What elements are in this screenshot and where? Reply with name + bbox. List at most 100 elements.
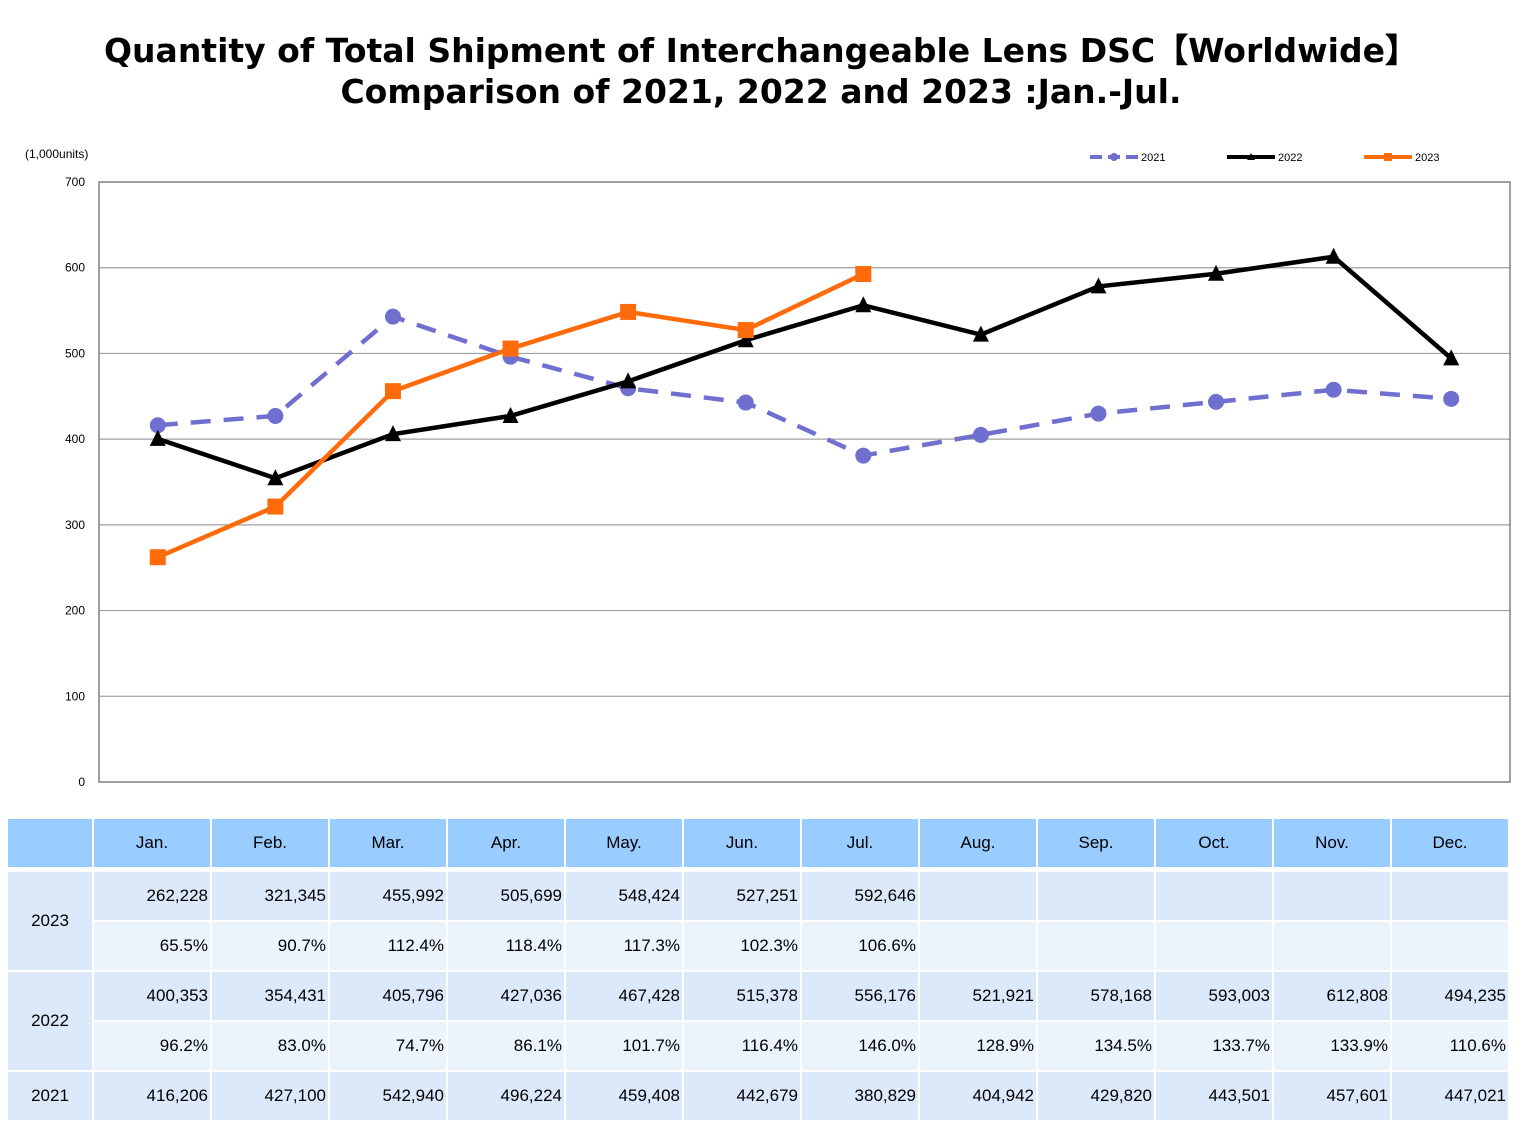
ratio-cell: 117.3% (566, 922, 682, 970)
ratio-cell: 146.0% (802, 1022, 918, 1070)
ratio-cell (1392, 922, 1508, 970)
ratio-cell: 102.3% (684, 922, 800, 970)
plot-area-frame (98, 181, 1511, 783)
y-tick-label: 300 (65, 518, 85, 532)
data-point-2021-dec (1443, 390, 1460, 407)
ratio-cell: 110.6% (1392, 1022, 1508, 1070)
y-tick-label: 500 (65, 346, 85, 360)
units-cell (1274, 872, 1390, 920)
data-point-2021-aug (972, 426, 989, 443)
month-header: Apr. (448, 819, 564, 867)
units-cell: 321,345 (212, 872, 328, 920)
year-label: 2021 (8, 1072, 92, 1120)
units-cell: 354,431 (212, 972, 328, 1020)
units-cell: 416,206 (94, 1072, 210, 1120)
data-point-2023-may (620, 303, 637, 320)
ratio-cell (1274, 922, 1390, 970)
units-cell: 262,228 (94, 872, 210, 920)
ratio-cell: 112.4% (330, 922, 446, 970)
units-cell: 496,224 (448, 1072, 564, 1120)
units-cell: 515,378 (684, 972, 800, 1020)
ratio-cell: 65.5% (94, 922, 210, 970)
units-cell: 521,921 (920, 972, 1036, 1020)
units-cell (920, 872, 1036, 920)
ratio-cell: 106.6% (802, 922, 918, 970)
month-header: Dec. (1392, 819, 1508, 867)
y-axis-ticks: 0 100 200 300 400 500 600 700 (65, 175, 85, 789)
ratio-cell (1156, 922, 1272, 970)
y-tick-label: 200 (65, 604, 85, 618)
month-header: Oct. (1156, 819, 1272, 867)
units-cell: 592,646 (802, 872, 918, 920)
series-line-2022 (157, 254, 1453, 481)
data-point-2022-nov (1325, 247, 1342, 264)
units-cell: 527,251 (684, 872, 800, 920)
units-cell: 467,428 (566, 972, 682, 1020)
ratio-cell: 116.4% (684, 1022, 800, 1070)
month-header: Jan. (94, 819, 210, 867)
units-cell: 400,353 (94, 972, 210, 1020)
data-point-2023-jun (737, 322, 754, 339)
legend-item-2023: 2023 (1364, 152, 1439, 164)
units-cell: 548,424 (566, 872, 682, 920)
data-point-2022-sep (1090, 277, 1107, 294)
data-point-2022-dec (1443, 349, 1460, 366)
table-row-2022-ratio: 96.2% 83.0% 74.7% 86.1% 101.7% 116.4% 146.0% 12… (8, 1022, 1508, 1070)
units-cell: 442,679 (684, 1072, 800, 1120)
units-cell: 380,829 (802, 1072, 918, 1120)
data-point-2021-feb (267, 407, 284, 424)
data-point-2021-jun (737, 394, 754, 411)
units-cell: 459,408 (566, 1072, 682, 1120)
legend: 2021 2022 2023 (1090, 152, 1439, 164)
units-cell: 443,501 (1156, 1072, 1272, 1120)
data-point-2022-apr (502, 406, 519, 423)
units-cell: 457,601 (1274, 1072, 1390, 1120)
data-point-2021-mar (384, 308, 401, 325)
data-table: Jan. Feb. Mar. Apr. May. Jun. Jul. Aug. Sep. Oct.… (6, 817, 1510, 1122)
table-header-row: Jan. Feb. Mar. Apr. May. Jun. Jul. Aug. Sep. Oct.… (8, 819, 1508, 867)
series-2021 (149, 308, 1460, 464)
data-point-2022-may (620, 372, 637, 389)
data-point-2023-feb (267, 498, 284, 515)
y-unit-label: (1,000units) (25, 147, 88, 161)
units-cell: 427,100 (212, 1072, 328, 1120)
year-label: 2023 (8, 872, 92, 970)
ratio-cell: 90.7% (212, 922, 328, 970)
chart-title-line-2: Comparison of 2021, 2022 and 2023 :Jan.-… (340, 72, 1182, 111)
units-cell: 612,808 (1274, 972, 1390, 1020)
legend-item-2021: 2021 (1090, 152, 1165, 164)
units-cell: 593,003 (1156, 972, 1272, 1020)
table-row-2023-units: 2023 262,228 321,345 455,992 505,699 548,424 5… (8, 872, 1508, 970)
table-row-2023-ratio: 65.5% 90.7% 112.4% 118.4% 117.3% 102.3% 106.6% (8, 922, 1508, 970)
units-cell: 427,036 (448, 972, 564, 1020)
data-point-2022-mar (384, 425, 401, 442)
data-point-2021-jul (855, 447, 872, 464)
data-point-2021-sep (1090, 405, 1107, 422)
table-row-2021-units: 2021 416,206 427,100 542,940 496,224 459,408 4… (8, 1072, 1508, 1120)
data-point-2021-oct (1208, 393, 1225, 410)
legend-label: 2023 (1415, 152, 1439, 164)
legend-label: 2022 (1278, 152, 1302, 164)
units-cell: 505,699 (448, 872, 564, 920)
ratio-cell: 133.7% (1156, 1022, 1272, 1070)
ratio-cell (920, 922, 1036, 970)
table-row-2022-units: 2022 400,353 354,431 405,796 427,036 467,428 5… (8, 972, 1508, 1070)
data-point-2022-aug (972, 325, 989, 342)
ratio-cell: 133.9% (1274, 1022, 1390, 1070)
month-header: Feb. (212, 819, 328, 867)
line-chart: (1,000units) 0 100 200 300 400 500 600 700 2021… (25, 147, 1511, 789)
y-tick-label: 100 (65, 689, 85, 703)
ratio-cell: 128.9% (920, 1022, 1036, 1070)
table-corner-cell (8, 819, 92, 867)
ratio-cell: 118.4% (448, 922, 564, 970)
gridlines (99, 267, 1510, 697)
ratio-cell: 96.2% (94, 1022, 210, 1070)
data-point-2021-jan (149, 417, 166, 434)
data-point-2023-mar (384, 383, 401, 400)
units-cell: 494,235 (1392, 972, 1508, 1020)
series-2023 (149, 266, 872, 566)
month-header: Aug. (920, 819, 1036, 867)
month-header: Mar. (330, 819, 446, 867)
data-point-2022-jul (855, 296, 872, 313)
month-header: May. (566, 819, 682, 867)
